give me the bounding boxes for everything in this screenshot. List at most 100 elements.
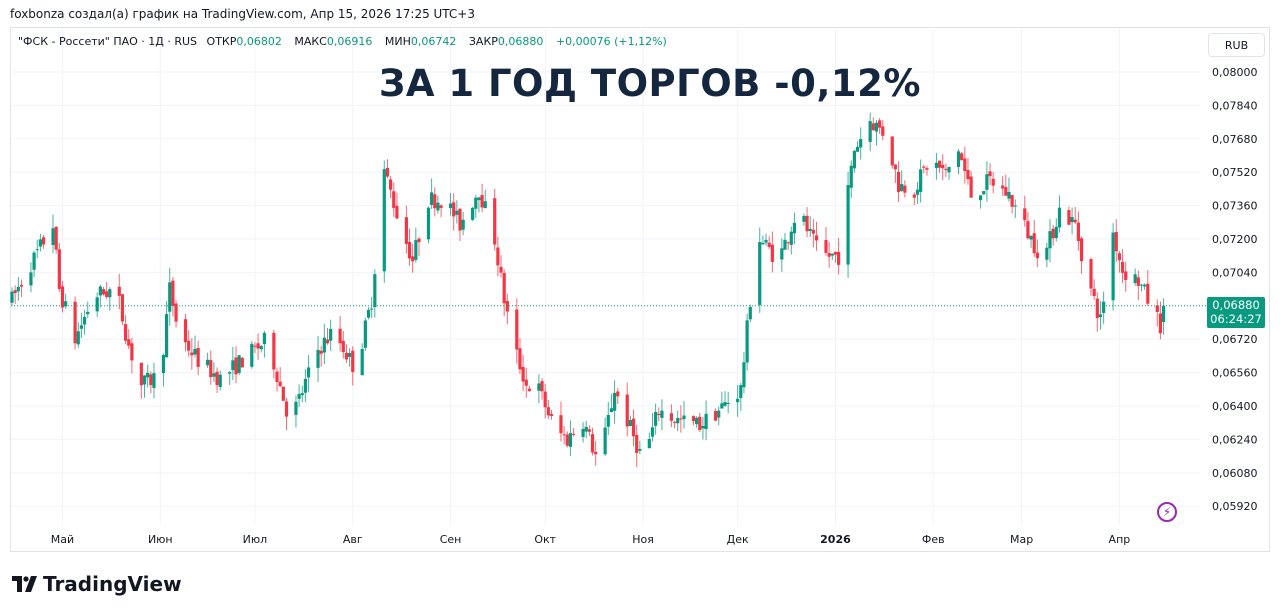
candle-body	[515, 309, 519, 350]
candle	[603, 417, 607, 457]
candle	[174, 300, 178, 328]
candle-body	[814, 235, 819, 241]
candle	[1029, 234, 1033, 248]
candle	[51, 214, 55, 254]
candle	[805, 207, 809, 238]
candle	[1070, 207, 1074, 235]
candle	[146, 364, 150, 388]
candle-body	[559, 415, 563, 434]
candle	[742, 352, 746, 394]
candle-body	[325, 339, 330, 344]
candle	[723, 391, 727, 407]
tradingview-logo[interactable]: TradingView	[12, 572, 182, 596]
candle-body	[748, 307, 752, 320]
candle-body	[363, 320, 367, 348]
candle	[859, 127, 863, 160]
candle-body	[978, 195, 983, 201]
candle	[745, 313, 749, 371]
candle-body	[426, 207, 431, 240]
candle	[594, 440, 598, 466]
candle	[193, 335, 197, 358]
low-label: МИН	[384, 35, 411, 48]
candle	[830, 253, 834, 260]
candle-body	[303, 378, 308, 393]
candle	[1032, 220, 1036, 257]
candle-body	[988, 171, 992, 177]
candle	[303, 369, 308, 402]
candle	[1004, 174, 1008, 196]
candle-body	[51, 228, 55, 245]
candle	[1079, 236, 1084, 274]
candle-body	[606, 414, 610, 427]
candle	[474, 194, 478, 219]
candle	[13, 285, 17, 304]
candle	[389, 176, 393, 199]
candle	[461, 211, 465, 236]
candle	[1054, 218, 1058, 242]
candle	[407, 228, 412, 266]
candle	[871, 117, 875, 131]
candle	[527, 385, 532, 392]
candle	[436, 195, 440, 214]
candle	[562, 425, 566, 445]
candle	[82, 309, 87, 335]
candle	[814, 221, 819, 251]
symbol-name[interactable]: "ФСК - Россети" ПАО · 1Д · RUS	[18, 35, 198, 48]
candle-body	[1026, 221, 1030, 239]
candle-body	[991, 178, 995, 186]
candle-body	[811, 229, 815, 234]
candle-body	[849, 165, 853, 188]
candle	[1045, 242, 1049, 268]
candle	[218, 370, 222, 391]
candle-body	[477, 197, 481, 201]
candle	[493, 188, 497, 251]
candle	[278, 367, 282, 388]
candle-body	[922, 166, 926, 168]
candle	[240, 356, 244, 368]
candle-body	[543, 391, 547, 408]
candle-body	[187, 340, 191, 351]
candle	[86, 301, 90, 318]
candle	[792, 212, 797, 245]
candle-body	[1120, 261, 1125, 273]
candle	[1051, 224, 1055, 246]
candle-body	[38, 239, 42, 247]
candle-body	[915, 189, 920, 195]
candle	[919, 159, 923, 203]
candle-body	[76, 331, 80, 345]
candle-body	[635, 435, 639, 453]
candle-body	[527, 388, 532, 392]
symbol-legend: "ФСК - Россети" ПАО · 1Д · RUS ОТКР0,068…	[18, 35, 676, 48]
candle-body	[79, 325, 84, 329]
candle-body	[625, 394, 629, 427]
candle	[944, 163, 948, 178]
candle-body	[146, 372, 150, 378]
brand-name: TradingView	[43, 572, 182, 596]
candle-body	[878, 120, 882, 128]
candle	[322, 323, 326, 364]
candle	[780, 238, 784, 272]
candle	[142, 375, 147, 398]
candle-body	[190, 352, 194, 356]
candle	[209, 350, 213, 385]
currency-button[interactable]: RUB	[1208, 33, 1265, 57]
candle-body	[108, 289, 112, 298]
candle-body	[461, 219, 465, 230]
candle	[849, 160, 853, 199]
candle	[231, 347, 235, 381]
candle	[764, 233, 768, 246]
candle-body	[947, 166, 951, 173]
candle-body	[1067, 210, 1071, 225]
candle-body	[742, 362, 746, 388]
lightning-icon[interactable]: ⚡	[1157, 502, 1177, 522]
candle	[1001, 176, 1005, 196]
candle	[272, 329, 276, 379]
candle	[647, 432, 651, 449]
close-label: ЗАКР	[468, 35, 498, 48]
candle-body	[1004, 187, 1008, 196]
candle	[452, 193, 456, 231]
candle	[613, 380, 617, 424]
candle-body	[562, 434, 566, 436]
candle-body	[786, 242, 790, 244]
